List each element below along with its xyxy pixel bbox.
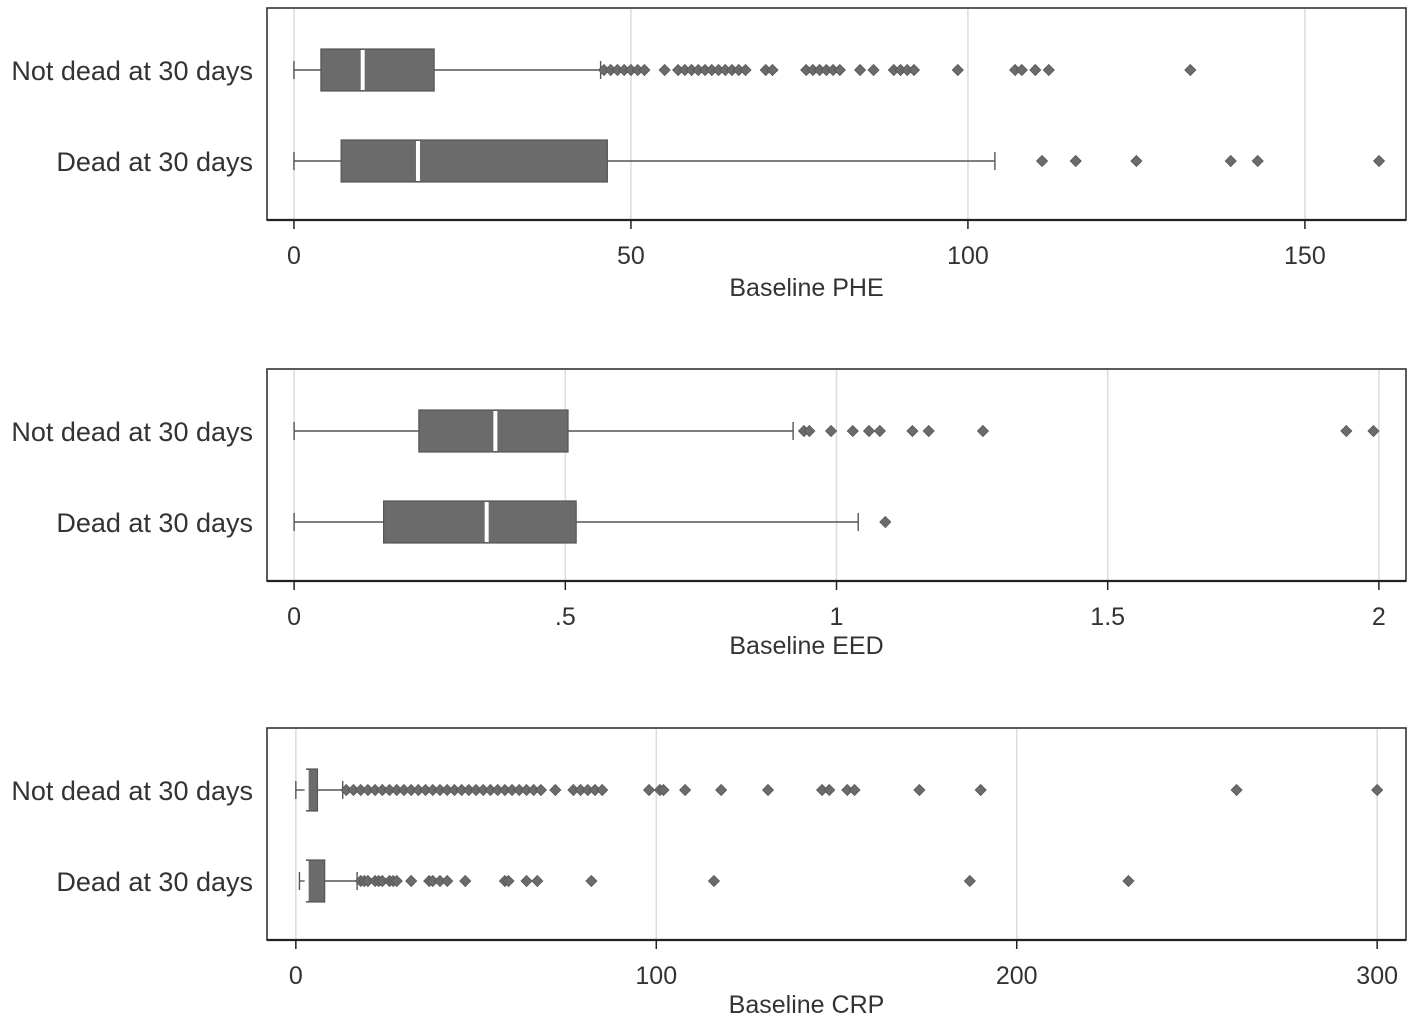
boxplot-panel-1: 0 50 100 150 Baseline PHE Not dead at 30 days… — [11, 7, 1407, 302]
outlier-point — [643, 783, 656, 797]
outlier-point — [766, 63, 779, 77]
category-label: Dead at 30 days — [56, 508, 253, 538]
x-tick-label: .5 — [555, 603, 576, 631]
outlier-point — [405, 874, 418, 888]
box-iqr — [320, 48, 435, 92]
outlier-point — [1340, 424, 1353, 438]
box-iqr — [383, 500, 577, 544]
x-axis-title: Baseline CRP — [729, 991, 885, 1019]
outlier-point — [823, 783, 836, 797]
outlier-point — [1367, 424, 1380, 438]
outlier-point — [862, 424, 876, 438]
outlier-point — [739, 63, 752, 77]
box-series-not-dead: Not dead at 30 days — [11, 409, 1380, 453]
x-axis-title: Baseline PHE — [729, 274, 883, 302]
outlier-point — [951, 63, 964, 77]
outlier-point — [974, 783, 987, 797]
x-axis-title: Baseline EED — [729, 632, 883, 660]
outlier-point — [867, 63, 880, 77]
category-label: Not dead at 30 days — [11, 776, 253, 806]
outlier-point — [879, 515, 892, 529]
plot-frame — [266, 727, 1407, 941]
box-series-not-dead: Not dead at 30 days — [11, 48, 1197, 92]
outlier-point — [459, 874, 472, 888]
outlier-point — [1130, 154, 1143, 168]
outlier-point — [1251, 154, 1264, 168]
outlier-point — [1230, 783, 1243, 797]
box-series-not-dead: Not dead at 30 days — [11, 768, 1384, 812]
outlier-point — [1371, 783, 1384, 797]
x-tick-label: 0 — [287, 603, 301, 631]
outlier-point — [846, 424, 859, 438]
x-tick-label: 200 — [996, 962, 1038, 990]
outlier-point — [707, 874, 721, 888]
outlier-point — [1122, 874, 1135, 888]
outlier-point — [657, 783, 670, 797]
category-label: Dead at 30 days — [56, 867, 253, 897]
x-tick-label: 300 — [1356, 962, 1398, 990]
outlier-point — [638, 63, 651, 77]
outlier-point — [848, 783, 861, 797]
outlier-point — [803, 424, 816, 438]
box-series-dead: Dead at 30 days — [56, 500, 892, 544]
outlier-point — [761, 783, 775, 797]
x-tick-label: 0 — [287, 242, 301, 270]
outlier-point — [906, 424, 919, 438]
outlier-point — [825, 424, 838, 438]
outlier-point — [549, 783, 562, 797]
outlier-point — [922, 424, 935, 438]
outlier-point — [502, 874, 515, 888]
outlier-point — [1029, 63, 1042, 77]
boxplot-panel-3: 0 100 200 300 Baseline CRP Not dead at 30 day… — [11, 727, 1407, 1019]
outlier-point — [658, 63, 671, 77]
outlier-point — [1184, 63, 1197, 77]
outlier-point — [585, 874, 598, 888]
outlier-point — [531, 874, 544, 888]
outlier-point — [873, 424, 886, 438]
boxplot-panel-2: 0 .5 1 1.5 2 Baseline EED Not dead at 30 days D… — [11, 368, 1407, 660]
outlier-point — [520, 874, 533, 888]
outlier-point — [1015, 63, 1028, 77]
outlier-point — [1042, 63, 1055, 77]
box-series-dead: Dead at 30 days — [56, 139, 1386, 183]
outlier-point — [1372, 154, 1386, 168]
x-tick-label: 2 — [1372, 603, 1386, 631]
outlier-point — [679, 783, 692, 797]
category-label: Dead at 30 days — [56, 147, 253, 177]
x-tick-label: 100 — [947, 242, 989, 270]
outlier-point — [441, 874, 454, 888]
outlier-point — [1035, 154, 1049, 168]
box-series-dead: Dead at 30 days — [56, 859, 1135, 903]
outlier-point — [963, 874, 976, 888]
x-tick-label: 100 — [635, 962, 677, 990]
outlier-point — [854, 63, 867, 77]
outlier-point — [1069, 154, 1082, 168]
outlier-point — [534, 783, 548, 797]
x-tick-label: 0 — [289, 962, 303, 990]
plot-frame — [266, 7, 1407, 221]
box-iqr — [340, 139, 608, 183]
x-tick-label: 150 — [1284, 242, 1326, 270]
outlier-point — [596, 783, 609, 797]
category-label: Not dead at 30 days — [11, 56, 253, 86]
box-iqr — [306, 859, 326, 903]
outlier-point — [907, 63, 921, 77]
x-tick-label: 1 — [830, 603, 844, 631]
x-tick-label: 1.5 — [1090, 603, 1125, 631]
category-label: Not dead at 30 days — [11, 417, 253, 447]
outlier-point — [976, 424, 990, 438]
outlier-point — [913, 783, 926, 797]
outlier-point — [833, 63, 846, 77]
outlier-point — [715, 783, 728, 797]
x-tick-label: 50 — [617, 242, 645, 270]
outlier-point — [390, 874, 403, 888]
outlier-point — [1224, 154, 1237, 168]
